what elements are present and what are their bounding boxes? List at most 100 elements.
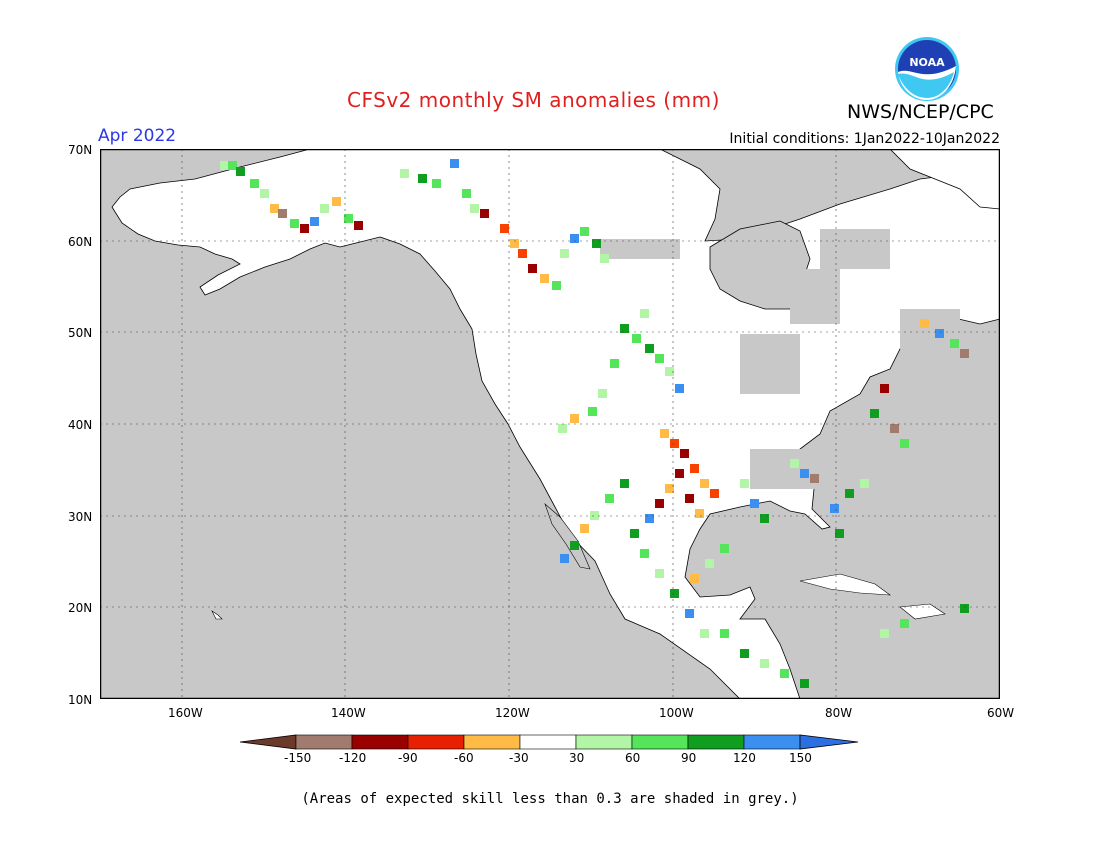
anomaly-cell (645, 344, 654, 353)
anomaly-cell (630, 529, 639, 538)
anomaly-cell (418, 174, 427, 183)
anomaly-cell (480, 209, 489, 218)
anomaly-cell (632, 334, 641, 343)
colorbar (240, 734, 859, 750)
anomaly-cell (558, 424, 567, 433)
colorbar-tick-150: 150 (789, 751, 812, 765)
anomaly-cell (675, 469, 684, 478)
anomaly-cell (845, 489, 854, 498)
colorbar-tick-neg150: -150 (284, 751, 312, 765)
anomaly-cell (705, 559, 714, 568)
colorbar-tick-120: 120 (733, 751, 756, 765)
lat-label-40n: 40N (68, 418, 93, 432)
colorbar-segment (351, 734, 409, 750)
anomaly-cell (780, 669, 789, 678)
anomaly-cell (640, 549, 649, 558)
anomaly-cell (260, 189, 269, 198)
anomaly-cell (592, 239, 601, 248)
anomaly-cell (900, 619, 909, 628)
lat-label-60n: 60N (68, 235, 93, 249)
anomaly-cell (830, 504, 839, 513)
anomaly-cell (920, 319, 929, 328)
colorbar-segments (240, 734, 859, 750)
anomaly-cell (354, 221, 363, 230)
anomaly-cell (695, 509, 704, 518)
colorbar-segment (687, 734, 745, 750)
anomaly-cell (580, 524, 589, 533)
anomaly-cell (228, 161, 237, 170)
anomaly-cell (900, 439, 909, 448)
anomaly-cell (320, 204, 329, 213)
anomaly-cell (810, 474, 819, 483)
lon-label-80w: 80W (825, 706, 853, 720)
lon-label-160w: 160W (168, 706, 203, 720)
anomaly-cell (760, 659, 769, 668)
anomaly-cell (655, 569, 664, 578)
anomaly-cell (590, 511, 599, 520)
anomaly-cell (960, 349, 969, 358)
anomaly-cell (645, 514, 654, 523)
anomaly-cell (236, 167, 245, 176)
lon-label-100w: 100W (659, 706, 694, 720)
colorbar-segment (295, 734, 353, 750)
valid-month-label: Apr 2022 (98, 126, 177, 146)
colorbar-arrow-low (240, 734, 297, 750)
anomaly-cell (690, 464, 699, 473)
colorbar-tick-neg30: -30 (509, 751, 529, 765)
lat-label-10n: 10N (68, 693, 93, 707)
anomaly-cell (760, 514, 769, 523)
anomaly-cell (710, 489, 719, 498)
anomaly-cell (680, 449, 689, 458)
anomaly-cell (332, 197, 341, 206)
anomaly-cell (800, 679, 809, 688)
anomaly-cell (290, 219, 299, 228)
anomaly-cell (500, 224, 509, 233)
anomaly-cell (560, 249, 569, 258)
anomaly-cell (935, 329, 944, 338)
colorbar-segment (407, 734, 465, 750)
anomaly-cell (800, 469, 809, 478)
noaa-logo: NOAA (895, 37, 959, 101)
anomaly-cell (598, 389, 607, 398)
anomaly-cell (960, 604, 969, 613)
anomaly-cell (278, 209, 287, 218)
greenland (889, 149, 1000, 210)
anomaly-cell (560, 554, 569, 563)
lat-label-20n: 20N (68, 601, 93, 615)
anomaly-cell (610, 359, 619, 368)
anomaly-cell (300, 224, 309, 233)
anomaly-cell (690, 574, 699, 583)
anomaly-cell (552, 281, 561, 290)
cuba (799, 573, 892, 596)
anomaly-cell (750, 499, 759, 508)
chart-title: CFSv2 monthly SM anomalies (mm) (347, 88, 720, 112)
hispaniola (899, 603, 946, 620)
anomaly-cell (720, 629, 729, 638)
agency-label: NWS/NCEP/CPC (847, 101, 994, 123)
anomaly-cell (655, 354, 664, 363)
colorbar-tick-90: 90 (681, 751, 697, 765)
skill-footnote: (Areas of expected skill less than 0.3 a… (301, 791, 799, 807)
colorbar-tick-neg60: -60 (454, 751, 474, 765)
anomaly-cell (400, 169, 409, 178)
anomaly-cell (620, 324, 629, 333)
anomaly-cell (880, 384, 889, 393)
noaa-logo-lower (898, 72, 954, 98)
anomaly-cell (670, 439, 679, 448)
anomaly-cell (620, 479, 629, 488)
anomaly-cell (675, 384, 684, 393)
gulf-of-california (544, 503, 591, 570)
anomaly-cell (270, 204, 279, 213)
hawaii (211, 610, 223, 620)
anomaly-cell (588, 407, 597, 416)
colorbar-tick-60: 60 (625, 751, 641, 765)
anomaly-cell (860, 479, 869, 488)
anomaly-cell (665, 367, 674, 376)
graticule (100, 149, 1000, 699)
anomaly-cell (660, 429, 669, 438)
anomaly-cell (344, 214, 353, 223)
colorbar-segment (743, 734, 801, 750)
anomaly-cell (570, 414, 579, 423)
anomaly-cell (685, 494, 694, 503)
anomaly-cell (570, 234, 579, 243)
